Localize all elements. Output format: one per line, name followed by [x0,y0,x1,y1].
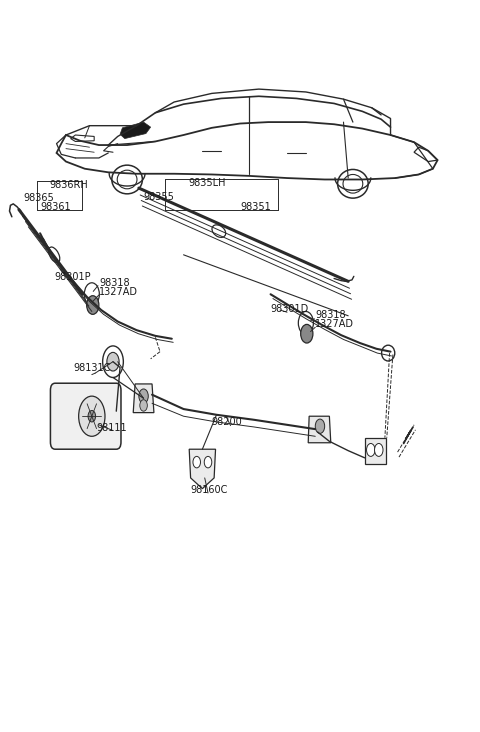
Circle shape [300,324,313,343]
Text: 98111: 98111 [96,423,127,433]
Circle shape [84,283,99,306]
Text: 98351: 98351 [240,203,271,212]
Text: 1327AD: 1327AD [99,287,138,297]
Text: 98160C: 98160C [191,485,228,495]
FancyBboxPatch shape [50,384,121,449]
Polygon shape [189,449,216,489]
Text: 9836RH: 9836RH [49,180,88,190]
Text: 1327AD: 1327AD [315,319,354,329]
Text: 98318: 98318 [315,310,346,320]
Text: 98301D: 98301D [271,304,309,313]
Circle shape [299,312,313,335]
Circle shape [315,419,324,433]
Circle shape [139,389,148,403]
Text: 98301P: 98301P [54,272,91,282]
Text: 98361: 98361 [40,203,71,212]
Text: 98131C: 98131C [73,363,110,373]
Text: 98200: 98200 [212,417,242,427]
Polygon shape [133,384,154,413]
Polygon shape [120,122,151,138]
Circle shape [87,296,99,314]
Circle shape [107,352,119,371]
Text: 98318: 98318 [99,278,130,288]
Circle shape [88,411,96,422]
Circle shape [204,456,212,468]
Text: 98355: 98355 [144,192,174,202]
Circle shape [103,346,123,378]
Circle shape [140,400,147,411]
Text: 9835LH: 9835LH [188,178,226,188]
Circle shape [374,444,383,456]
Circle shape [367,444,375,456]
Circle shape [193,456,201,468]
Text: 98365: 98365 [24,193,54,203]
Polygon shape [365,438,386,464]
Polygon shape [308,417,331,443]
Circle shape [79,396,105,436]
